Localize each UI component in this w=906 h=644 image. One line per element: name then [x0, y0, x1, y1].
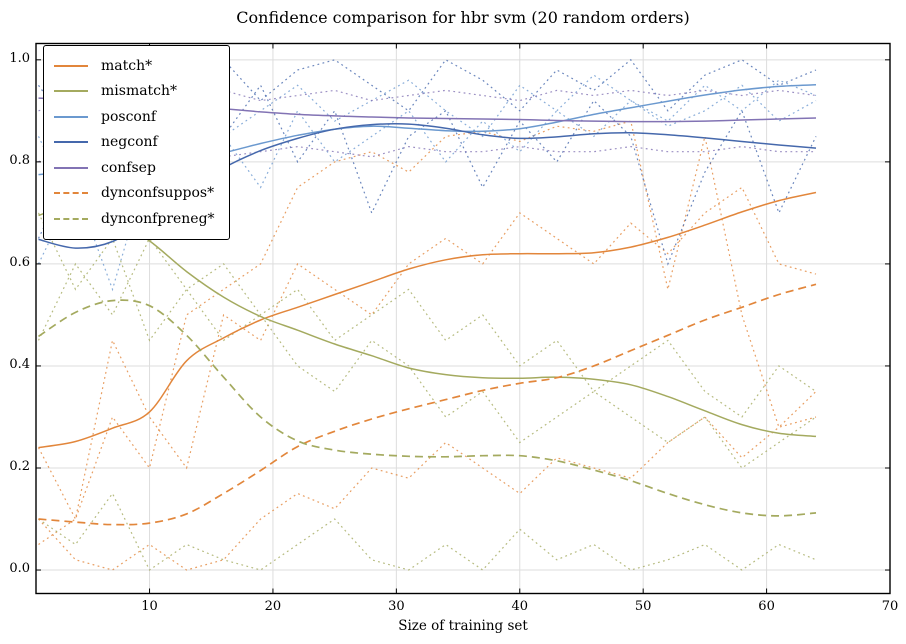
run-line-mismatch-5 [37, 212, 817, 418]
legend-line-sample [54, 217, 88, 220]
legend-item-negconf: negconf [54, 130, 215, 156]
series-line-match [38, 191, 817, 449]
legend-line-sample [54, 115, 88, 118]
legend-item-posconf: posconf [54, 104, 215, 130]
run-line-match-2 [37, 186, 817, 521]
x-tick-label: 70 [881, 598, 899, 614]
legend-line-sample [54, 90, 88, 93]
legend-label: dynconfpreneg* [101, 210, 215, 227]
legend-label: match* [101, 57, 153, 74]
x-tick-label: 60 [758, 598, 775, 614]
x-tick-label: 50 [634, 598, 652, 614]
legend-item-mismatch: mismatch* [54, 79, 215, 105]
legend-item-dynconfpreneg: dynconfpreneg* [54, 206, 215, 232]
legend-line-sample [54, 64, 88, 67]
x-tick-label: 20 [264, 598, 282, 614]
legend-line-sample [54, 166, 88, 169]
legend-label: confsep [101, 159, 156, 176]
x-tick-label: 40 [511, 598, 529, 614]
legend-label: mismatch* [101, 83, 178, 100]
legend-line-sample [54, 192, 88, 195]
x-tick-label: 10 [141, 598, 158, 614]
run-line-match-1 [38, 416, 817, 571]
y-tick-label: 0.2 [9, 458, 30, 474]
y-tick-label: 0.4 [9, 356, 30, 372]
legend-item-confsep: confsep [54, 155, 215, 181]
plot-border [35, 42, 891, 595]
legend-item-dynconfsuppos: dynconfsuppos* [54, 181, 215, 207]
run-line-negconf-8 [38, 58, 817, 138]
run-line-negconf-9 [37, 84, 817, 266]
series-line-dynconfsuppos [38, 283, 817, 526]
legend-label: dynconfsuppos* [101, 185, 215, 202]
x-tick-label: 30 [388, 598, 405, 614]
series-line-dynconfpreneg [38, 299, 817, 517]
y-tick-label: 0.6 [9, 254, 30, 270]
legend-label: posconf [101, 108, 157, 125]
y-tick-label: 1.0 [9, 50, 30, 66]
run-line-mismatch-3 [37, 237, 817, 469]
x-axis-label: Size of training set [398, 618, 528, 634]
chart-title: Confidence comparison for hbr svm (20 ra… [236, 8, 690, 27]
legend-label: negconf [101, 134, 158, 151]
legend-line-sample [54, 141, 88, 144]
run-line-mismatch-4 [38, 492, 817, 571]
y-tick-label: 0.0 [9, 561, 30, 577]
legend: match* mismatch* posconf negconf confsep dync… [43, 45, 230, 240]
legend-item-match: match* [54, 53, 215, 79]
y-tick-label: 0.8 [9, 152, 30, 168]
series-line-mismatch [38, 204, 817, 438]
